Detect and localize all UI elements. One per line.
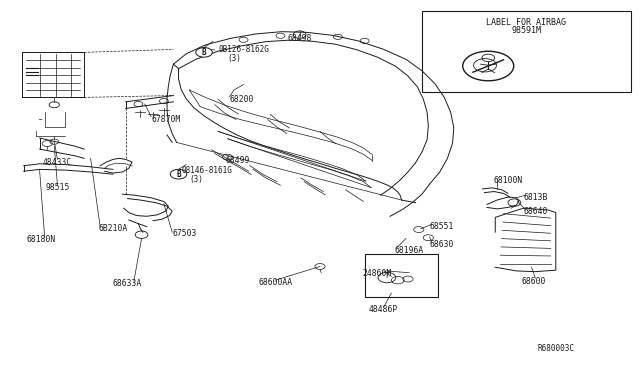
Text: 68498: 68498 (287, 34, 312, 43)
Text: 24860M: 24860M (363, 269, 392, 278)
Text: 6813B: 6813B (524, 193, 548, 202)
Text: B: B (202, 48, 206, 57)
Circle shape (196, 48, 212, 57)
Circle shape (170, 169, 187, 179)
Text: 68630: 68630 (429, 240, 454, 249)
Text: 68196A: 68196A (394, 246, 424, 255)
Text: 68600: 68600 (522, 277, 546, 286)
Text: 48433C: 48433C (43, 157, 72, 167)
Text: 08146-8161G: 08146-8161G (181, 166, 232, 175)
Text: R680003C: R680003C (537, 344, 574, 353)
Text: 68180N: 68180N (27, 235, 56, 244)
Text: 68200: 68200 (230, 95, 254, 104)
Text: (3): (3) (228, 54, 241, 63)
Text: LABEL FOR AIRBAG: LABEL FOR AIRBAG (486, 18, 566, 27)
Text: B: B (176, 170, 181, 179)
Text: 98515: 98515 (45, 183, 70, 192)
Text: 0B126-8162G: 0B126-8162G (218, 45, 269, 54)
Bar (365, 254, 438, 297)
Text: 68551: 68551 (429, 222, 454, 231)
Text: 68640: 68640 (524, 207, 548, 217)
Text: 68499: 68499 (226, 155, 250, 165)
Text: 48486P: 48486P (369, 305, 398, 314)
Text: 98591M: 98591M (511, 26, 541, 35)
Text: 68100N: 68100N (494, 176, 524, 185)
Text: 68600AA: 68600AA (259, 278, 292, 287)
Text: 6B210A: 6B210A (99, 224, 127, 233)
Text: 68633A: 68633A (113, 279, 142, 288)
Text: 67503: 67503 (172, 230, 196, 238)
Text: (3): (3) (189, 175, 204, 184)
Bar (422, 11, 631, 92)
Text: 67870M: 67870M (151, 115, 180, 124)
